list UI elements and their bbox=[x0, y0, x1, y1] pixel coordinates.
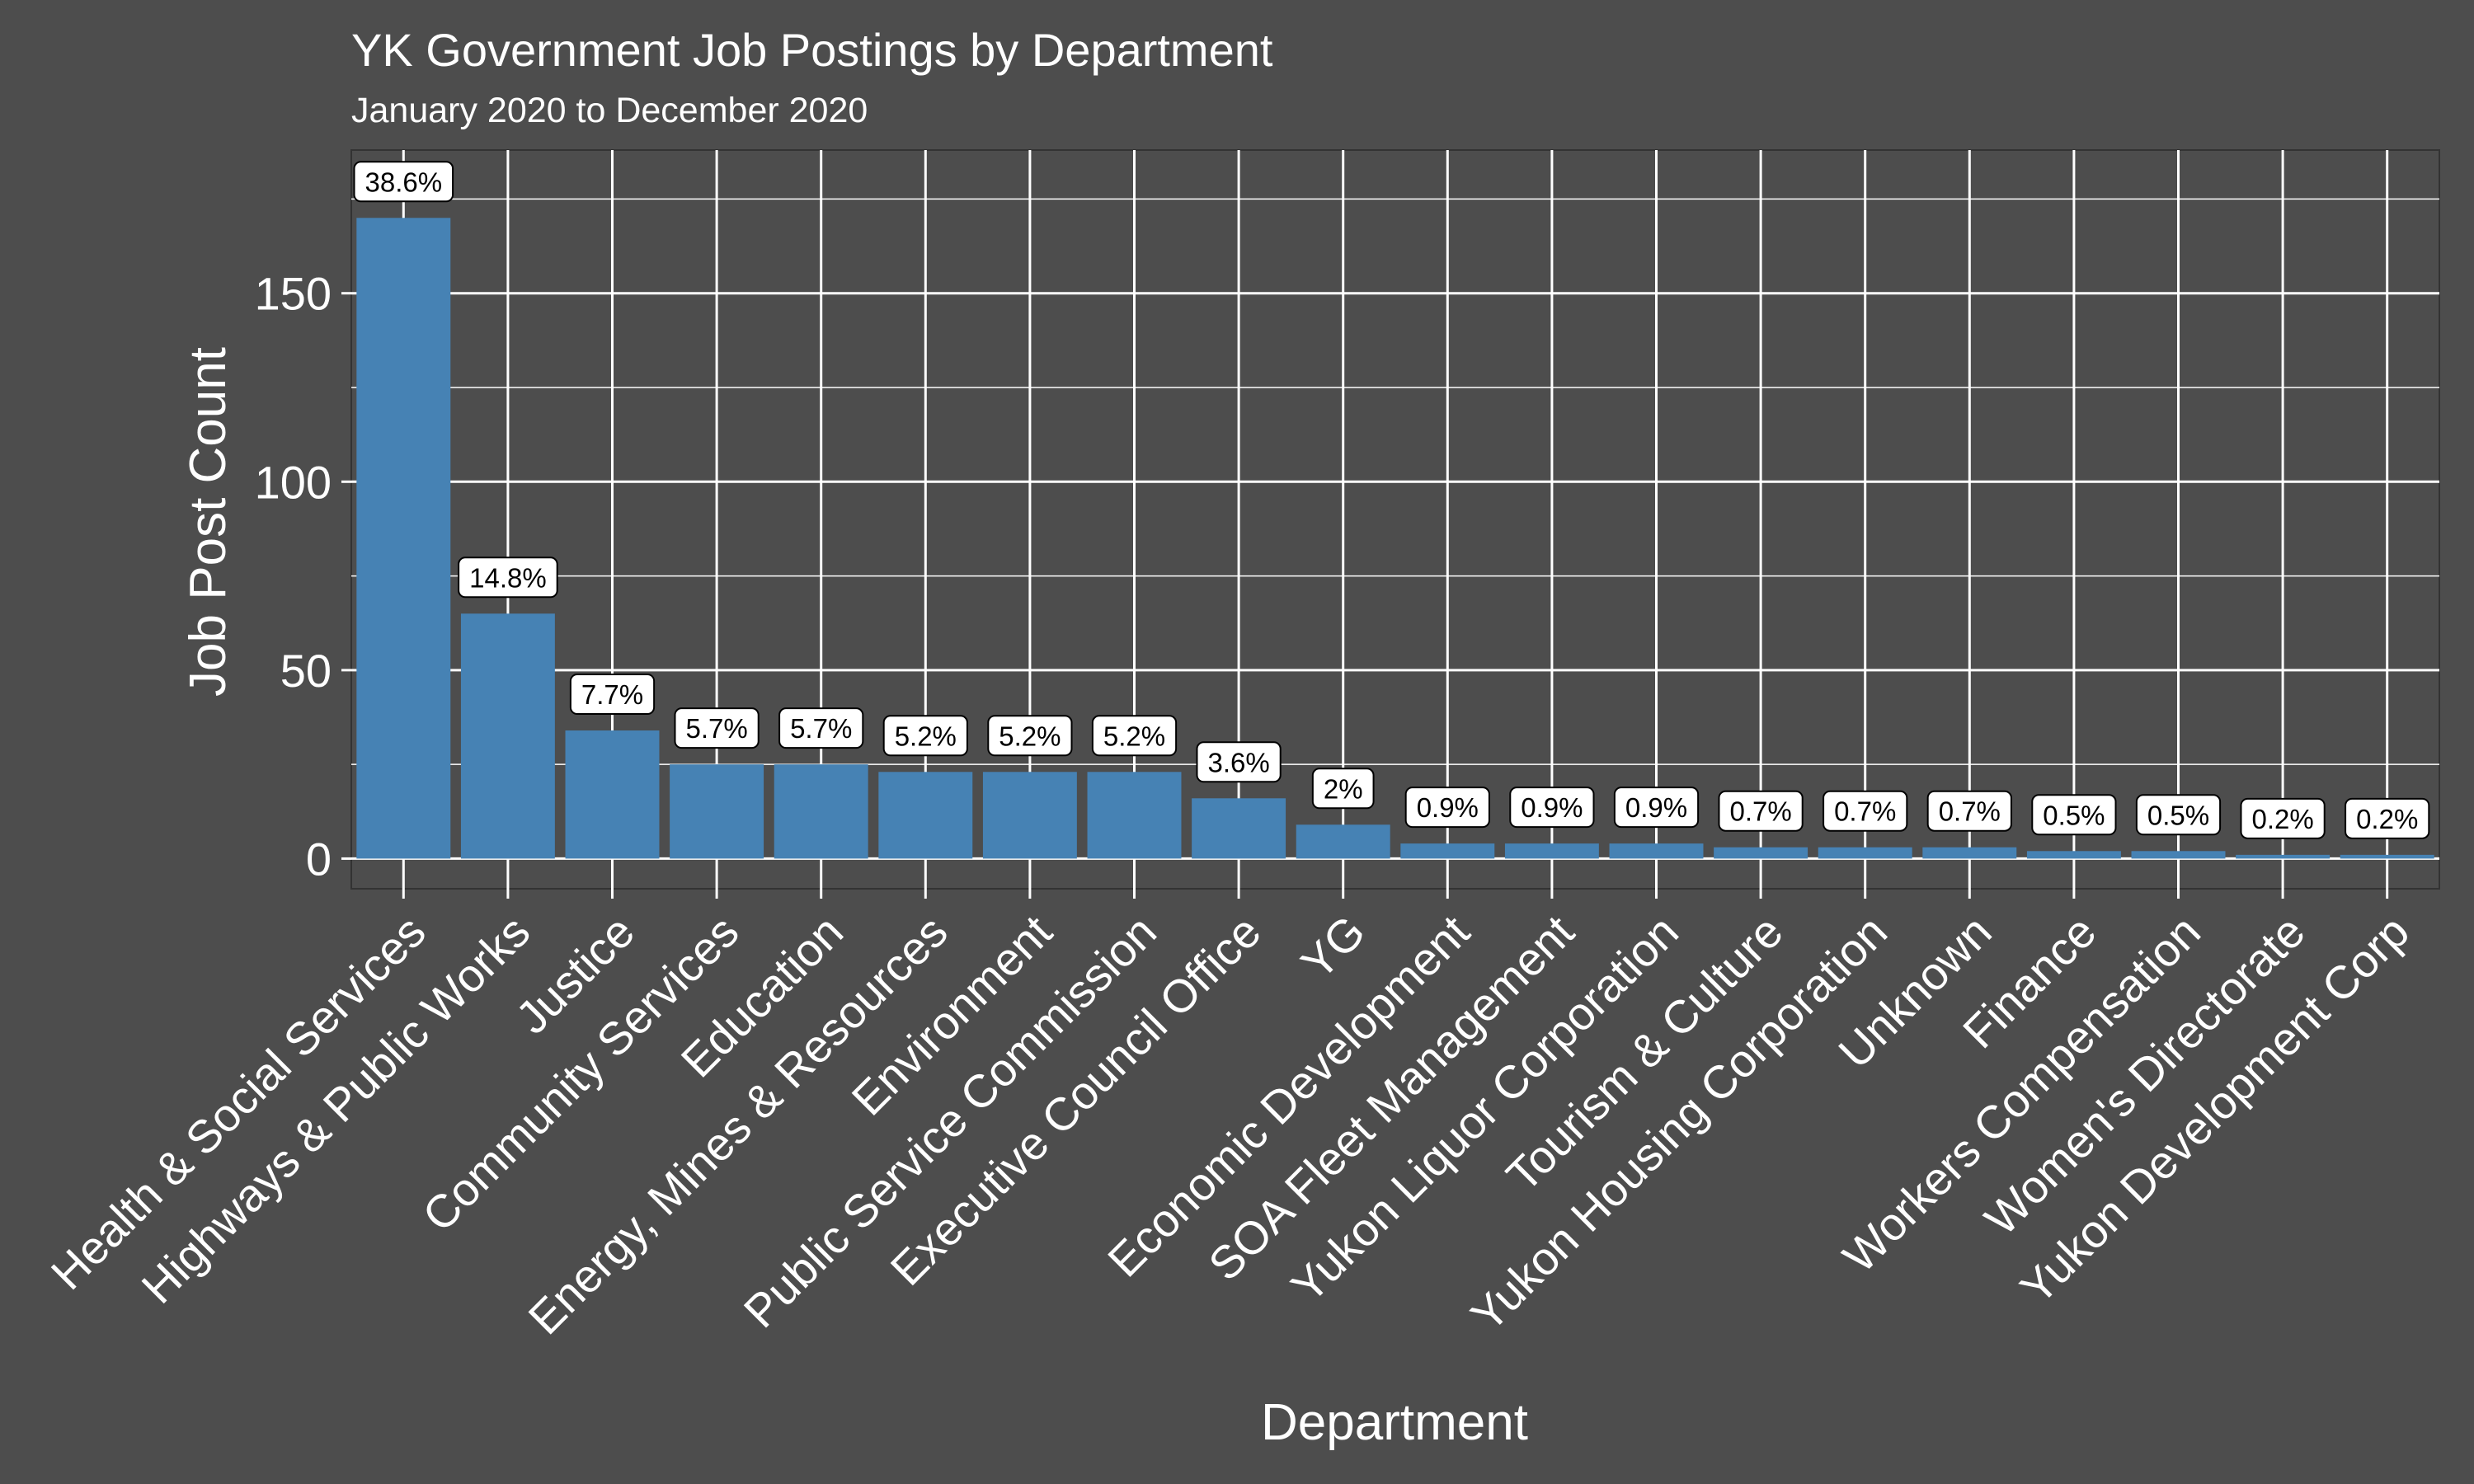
gridlines bbox=[351, 150, 2439, 889]
plot-panel bbox=[350, 149, 2440, 890]
data-label-text: 3.6% bbox=[1207, 747, 1269, 777]
data-labels: 38.6% 14.8% 7.7% 5.7% 5.7% 5.2% 5.2% 5.2% 3.6% 2%… bbox=[353, 161, 2430, 839]
data-label-box bbox=[2031, 794, 2117, 836]
x-tick-label: Highways & Public Works bbox=[131, 905, 539, 1313]
bar bbox=[774, 764, 868, 859]
bar bbox=[1922, 847, 2017, 859]
bar bbox=[1296, 824, 1390, 859]
bar bbox=[878, 772, 973, 859]
data-label: 0.2% bbox=[2240, 797, 2326, 839]
data-label-box bbox=[674, 707, 760, 749]
data-label-text: 14.8% bbox=[469, 562, 547, 593]
bar bbox=[2236, 854, 2331, 859]
y-tick-label: 50 bbox=[280, 645, 332, 697]
data-label: 0.9% bbox=[1509, 787, 1595, 829]
bar bbox=[2026, 851, 2121, 859]
data-label-box bbox=[2135, 794, 2222, 836]
data-label-box bbox=[458, 556, 558, 599]
bar bbox=[1400, 843, 1495, 859]
data-label-box bbox=[353, 161, 454, 203]
bar bbox=[2131, 851, 2226, 859]
data-label-text: 0.9% bbox=[1625, 792, 1687, 823]
data-label-text: 0.2% bbox=[2251, 804, 2313, 834]
data-label: 14.8% bbox=[458, 556, 558, 599]
data-label-text: 5.7% bbox=[685, 713, 747, 744]
data-label-text: 0.7% bbox=[1939, 796, 2001, 827]
data-label: 5.2% bbox=[1091, 715, 1178, 757]
chart-title: YK Government Job Postings by Department bbox=[351, 24, 1273, 76]
bars bbox=[356, 218, 2434, 859]
data-label: 5.2% bbox=[987, 715, 1073, 757]
bar bbox=[1087, 772, 1182, 859]
data-label-text: 5.2% bbox=[895, 721, 957, 751]
data-label-text: 0.5% bbox=[2043, 800, 2105, 830]
data-label: 0.7% bbox=[1823, 790, 1908, 832]
bar bbox=[982, 772, 1077, 859]
data-label: 0.9% bbox=[1613, 787, 1700, 829]
data-label-box bbox=[1196, 741, 1282, 783]
bar bbox=[565, 730, 660, 859]
chart-subtitle: January 2020 to December 2020 bbox=[351, 91, 868, 130]
y-axis-title: Job Post Count bbox=[180, 347, 237, 697]
bar bbox=[2340, 854, 2434, 859]
data-label: 0.9% bbox=[1404, 787, 1490, 829]
data-label-text: 0.9% bbox=[1521, 792, 1583, 823]
data-label: 0.2% bbox=[2345, 797, 2430, 839]
data-label-box bbox=[778, 707, 864, 749]
bar bbox=[1192, 798, 1286, 859]
data-label: 0.5% bbox=[2135, 794, 2222, 836]
data-label-box bbox=[1091, 715, 1178, 757]
data-label: 38.6% bbox=[353, 161, 454, 203]
data-label: 5.7% bbox=[674, 707, 760, 749]
data-label: 5.2% bbox=[882, 715, 968, 757]
bar bbox=[1609, 843, 1704, 859]
data-label: 3.6% bbox=[1196, 741, 1282, 783]
data-label-box bbox=[882, 715, 968, 757]
data-label-box bbox=[1509, 787, 1595, 829]
data-label: 0.7% bbox=[1926, 790, 2012, 832]
y-tick-label: 100 bbox=[255, 456, 332, 508]
data-label-box bbox=[569, 674, 656, 715]
x-tick-label: YG bbox=[1291, 905, 1375, 989]
y-axis: 0 50 100 150 bbox=[255, 268, 351, 885]
y-tick-label: 0 bbox=[306, 833, 332, 885]
data-label: 2% bbox=[1311, 768, 1375, 810]
data-label: 0.7% bbox=[1718, 790, 1804, 832]
data-label-text: 5.7% bbox=[790, 713, 852, 744]
data-label: 7.7% bbox=[569, 674, 656, 715]
bar bbox=[460, 613, 555, 859]
data-label-box bbox=[1718, 790, 1804, 832]
data-label-text: 2% bbox=[1324, 773, 1363, 804]
data-label-box bbox=[1404, 787, 1490, 829]
data-label-box bbox=[987, 715, 1073, 757]
bar bbox=[670, 764, 764, 859]
data-label-text: 0.2% bbox=[2356, 804, 2418, 834]
x-axis-title: Department bbox=[1261, 1394, 1528, 1451]
data-label-box bbox=[2240, 797, 2326, 839]
data-label-text: 5.2% bbox=[1103, 721, 1165, 751]
data-label: 5.7% bbox=[778, 707, 864, 749]
bar bbox=[1818, 847, 1912, 859]
bar bbox=[1714, 847, 1808, 859]
data-label-text: 38.6% bbox=[365, 167, 443, 197]
data-label-text: 5.2% bbox=[999, 721, 1061, 751]
data-label-box bbox=[2345, 797, 2430, 839]
data-label-box bbox=[1926, 790, 2012, 832]
data-label: 0.5% bbox=[2031, 794, 2117, 836]
data-label-text: 0.7% bbox=[1729, 796, 1791, 827]
data-label-box bbox=[1311, 768, 1375, 810]
bar bbox=[1504, 843, 1599, 859]
data-label-text: 7.7% bbox=[581, 679, 643, 710]
bar bbox=[356, 218, 451, 859]
data-label-box bbox=[1613, 787, 1700, 829]
data-label-text: 0.5% bbox=[2147, 800, 2209, 830]
data-label-box bbox=[1823, 790, 1908, 832]
data-label-text: 0.9% bbox=[1417, 792, 1479, 823]
data-label-text: 0.7% bbox=[1834, 796, 1896, 827]
y-tick-label: 150 bbox=[255, 268, 332, 320]
